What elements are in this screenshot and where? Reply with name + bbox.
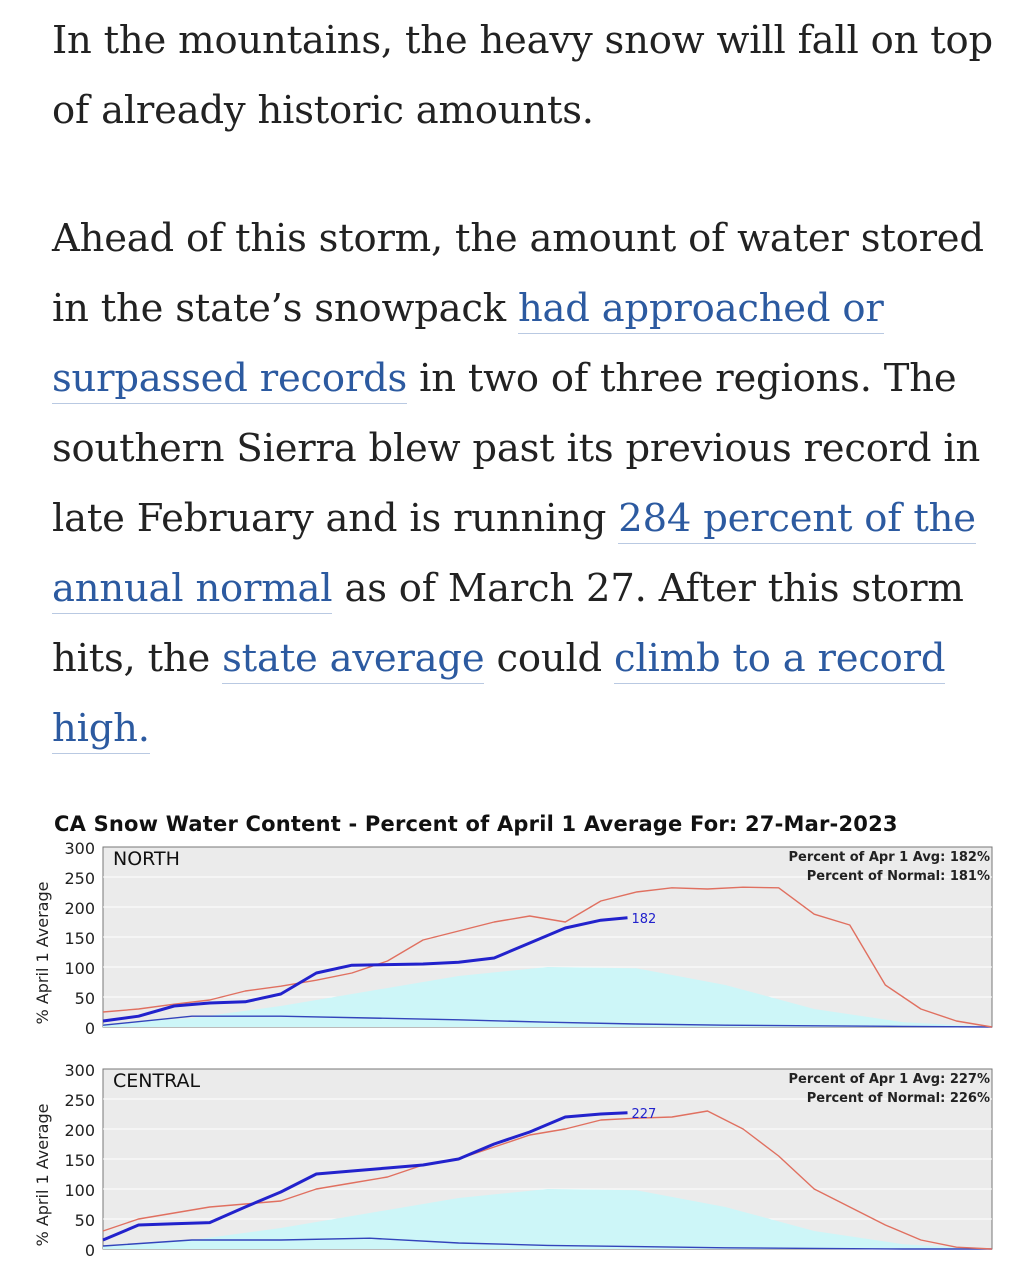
north-current-year-line xyxy=(102,916,628,1023)
north-region-label: NORTH xyxy=(113,848,180,870)
north-y-tick-label: 100 xyxy=(64,959,95,978)
north-y-tick-label: 200 xyxy=(64,899,95,918)
central-y-tick-label: 0 xyxy=(85,1241,95,1260)
north-record-max-line xyxy=(102,886,993,1028)
north-y-tick-label: 50 xyxy=(75,989,95,1008)
paragraph-2-text-c: as of March 27. After this storm hits, t… xyxy=(52,566,964,681)
paragraph-1: In the mountains, the heavy snow will fa… xyxy=(52,18,993,133)
north-y-tick-label: 0 xyxy=(85,1019,95,1038)
north-stat-normal: Percent of Normal: 181% xyxy=(807,869,990,884)
paragraph-2-text-b: in two of three regions. The southern Si… xyxy=(52,356,981,541)
snow-chart-svg: 300 250 200 150 100 50 0 182 NORTH Percent of Apr… xyxy=(33,839,993,1260)
north-y-tick-label: 150 xyxy=(64,929,95,948)
link-state-average[interactable]: state average xyxy=(222,636,485,684)
paragraph-2-text-d: could xyxy=(484,636,615,681)
central-y-tick-label: 300 xyxy=(64,1061,95,1080)
central-region-label: CENTRAL xyxy=(113,1070,201,1092)
central-end-label: 227 xyxy=(632,1107,657,1122)
chart-title: CA Snow Water Content - Percent of April… xyxy=(54,812,898,836)
north-record-min-line xyxy=(102,1015,993,1028)
snow-water-figure: CA Snow Water Content - Percent of April… xyxy=(28,808,1004,1280)
paragraph-2-text-a: Ahead of this storm, the amount of water… xyxy=(52,216,984,331)
central-y-axis-label: % April 1 Average xyxy=(33,1104,52,1247)
link-284-percent[interactable]: 284 percent of the annual normal xyxy=(52,496,976,614)
central-record-min-line xyxy=(102,1237,992,1250)
north-y-tick-label: 300 xyxy=(64,839,95,858)
central-y-tick-label: 200 xyxy=(64,1121,95,1140)
article-body: In the mountains, the heavy snow will fa… xyxy=(52,6,1002,764)
central-y-tick-label: 50 xyxy=(75,1211,95,1230)
north-normal-area xyxy=(103,967,992,1027)
central-y-tick-label: 150 xyxy=(64,1151,95,1170)
central-normal-area xyxy=(103,1189,992,1249)
central-stat-normal: Percent of Normal: 226% xyxy=(807,1091,990,1106)
paragraph-2: Ahead of this storm, the amount of water… xyxy=(52,204,1002,764)
north-stat-apr1: Percent of Apr 1 Avg: 182% xyxy=(788,850,990,865)
north-y-tick-label: 250 xyxy=(64,869,95,888)
central-y-tick-label: 250 xyxy=(64,1091,95,1110)
link-records[interactable]: had approached or surpassed records xyxy=(52,286,884,404)
central-stat-apr1: Percent of Apr 1 Avg: 227% xyxy=(788,1072,990,1087)
link-record-high[interactable]: climb to a record high. xyxy=(52,636,945,754)
central-current-year-line xyxy=(102,1111,628,1242)
central-y-tick-label: 100 xyxy=(64,1181,95,1200)
north-y-axis-label: % April 1 Average xyxy=(33,882,52,1025)
north-end-label: 182 xyxy=(632,912,657,927)
